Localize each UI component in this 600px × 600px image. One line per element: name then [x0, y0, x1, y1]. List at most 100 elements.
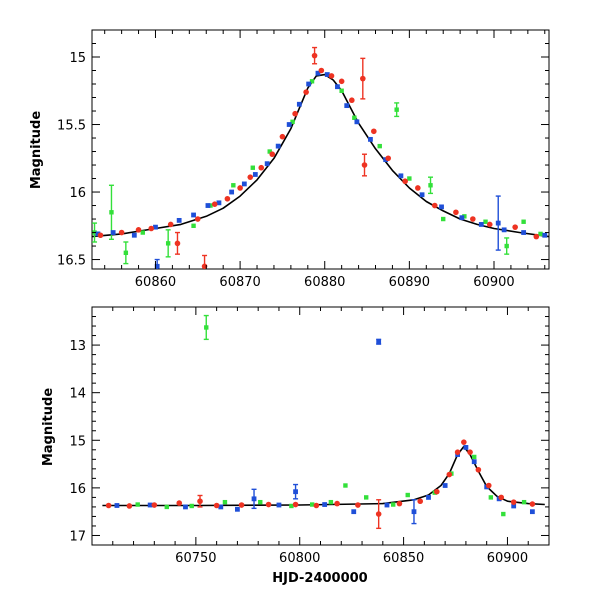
top-red-point	[361, 162, 368, 168]
top-green-point	[377, 143, 382, 149]
bottom-red-point	[292, 501, 299, 508]
top-blue-point	[306, 81, 312, 87]
bottom-green-point	[488, 495, 494, 500]
bottom-data-layer	[102, 314, 545, 530]
top-blue-point	[241, 181, 247, 187]
bottom-blue-point	[293, 489, 298, 495]
bottom-x-tick-label: 60850	[383, 551, 424, 566]
top-red-point	[97, 232, 104, 239]
top-green-point	[290, 119, 295, 125]
top-x-tick-label: 60870	[219, 275, 260, 290]
top-blue-point	[419, 192, 425, 198]
bottom-x-tick-label: 60800	[279, 551, 320, 566]
top-red-point	[470, 216, 476, 222]
top-data-layer	[92, 46, 549, 269]
bottom-red-point	[485, 482, 492, 489]
bottom-red-point	[265, 501, 272, 508]
top-red-point	[385, 155, 392, 162]
top-x-tick-label: 60900	[473, 275, 514, 290]
top-green-point	[109, 210, 114, 215]
bottom-blue-point	[183, 504, 188, 510]
top-blue-point	[205, 203, 211, 208]
bottom-green-point	[328, 499, 334, 505]
bottom-red-point	[446, 471, 453, 478]
bottom-blue-point	[276, 502, 282, 508]
bottom-plot-frame	[91, 306, 550, 546]
bottom-panel: 60750 60800 60850 60900 13 14 15 16 17 Magnitude…	[41, 306, 550, 586]
bottom-red-point	[126, 503, 133, 509]
bottom-red-point	[510, 499, 517, 505]
bottom-red-point	[375, 511, 382, 517]
top-blue-point	[501, 227, 507, 233]
top-red-point	[167, 221, 174, 228]
top-green-point	[483, 219, 488, 224]
top-green-point	[407, 176, 412, 181]
top-blue-point	[131, 232, 137, 238]
top-model-curve	[92, 73, 549, 238]
top-green-point	[267, 149, 272, 154]
top-red-point	[512, 224, 518, 230]
bottom-blue-point	[251, 496, 257, 502]
bottom-red-point	[461, 439, 467, 445]
top-red-point	[148, 225, 155, 232]
top-red-point	[118, 229, 125, 236]
bottom-blue-point	[463, 445, 469, 450]
top-green-point	[521, 219, 526, 224]
bottom-y-tick-label: 17	[69, 529, 86, 544]
bottom-red-point	[176, 500, 183, 506]
top-blue-point	[191, 212, 196, 218]
bottom-x-tick-label: 60900	[487, 551, 528, 566]
bottom-red-point	[238, 502, 245, 508]
top-red-point	[486, 221, 493, 228]
bottom-blue-point	[322, 502, 328, 507]
bottom-model-curve	[102, 445, 545, 507]
bottom-green-point	[189, 503, 194, 509]
bottom-blue-point	[411, 509, 417, 515]
top-blue-point	[286, 122, 292, 127]
top-red-point	[402, 178, 408, 185]
bottom-axes: 60750 60800 60850 60900 13 14 15 16 17	[69, 306, 550, 566]
top-red-point	[328, 73, 335, 79]
bottom-red-point	[454, 449, 461, 455]
top-red-point	[318, 67, 325, 74]
bottom-red-point	[529, 501, 536, 507]
bottom-red-point	[313, 502, 320, 509]
top-red-point	[311, 52, 318, 59]
bottom-y-tick-label: 15	[69, 434, 86, 449]
bottom-red-point	[105, 502, 112, 509]
bottom-green-point	[135, 502, 140, 507]
top-blue-point	[95, 231, 101, 237]
bottom-x-tick-label: 60750	[175, 551, 216, 566]
top-blue-point	[296, 101, 302, 107]
bottom-red-point	[417, 498, 424, 505]
top-red-point	[237, 185, 243, 191]
bottom-green-point	[258, 499, 263, 505]
top-blue-point	[153, 224, 158, 230]
bottom-red-point	[434, 488, 440, 495]
bottom-red-point	[213, 502, 220, 509]
bottom-blue-point	[442, 483, 448, 488]
top-blue-point	[110, 230, 116, 235]
bottom-green-point	[164, 504, 169, 510]
bottom-green-point	[364, 495, 369, 500]
bottom-y-tick-label: 13	[69, 339, 86, 354]
top-green-point	[165, 241, 171, 246]
top-blue-point	[324, 72, 330, 77]
bottom-blue-point	[471, 459, 477, 465]
top-green-point	[123, 250, 129, 255]
top-red-point	[247, 174, 254, 180]
top-blue-point	[478, 222, 484, 227]
top-y-tick-label: 16	[69, 186, 86, 201]
top-green-point	[191, 223, 196, 228]
bottom-y-tick-label: 16	[69, 482, 86, 497]
top-red-point	[453, 209, 459, 216]
bottom-green-point	[405, 492, 410, 498]
top-green-point	[208, 203, 213, 208]
top-green-point	[441, 216, 446, 222]
top-axes: 60860 60870 60880 60890 60900 15 15.5 16 16.5	[57, 29, 549, 290]
top-red-point	[371, 128, 377, 135]
top-x-tick-label: 60890	[389, 275, 430, 290]
top-red-point	[360, 75, 366, 82]
bottom-blue-point	[511, 503, 517, 509]
top-red-point	[224, 195, 231, 202]
